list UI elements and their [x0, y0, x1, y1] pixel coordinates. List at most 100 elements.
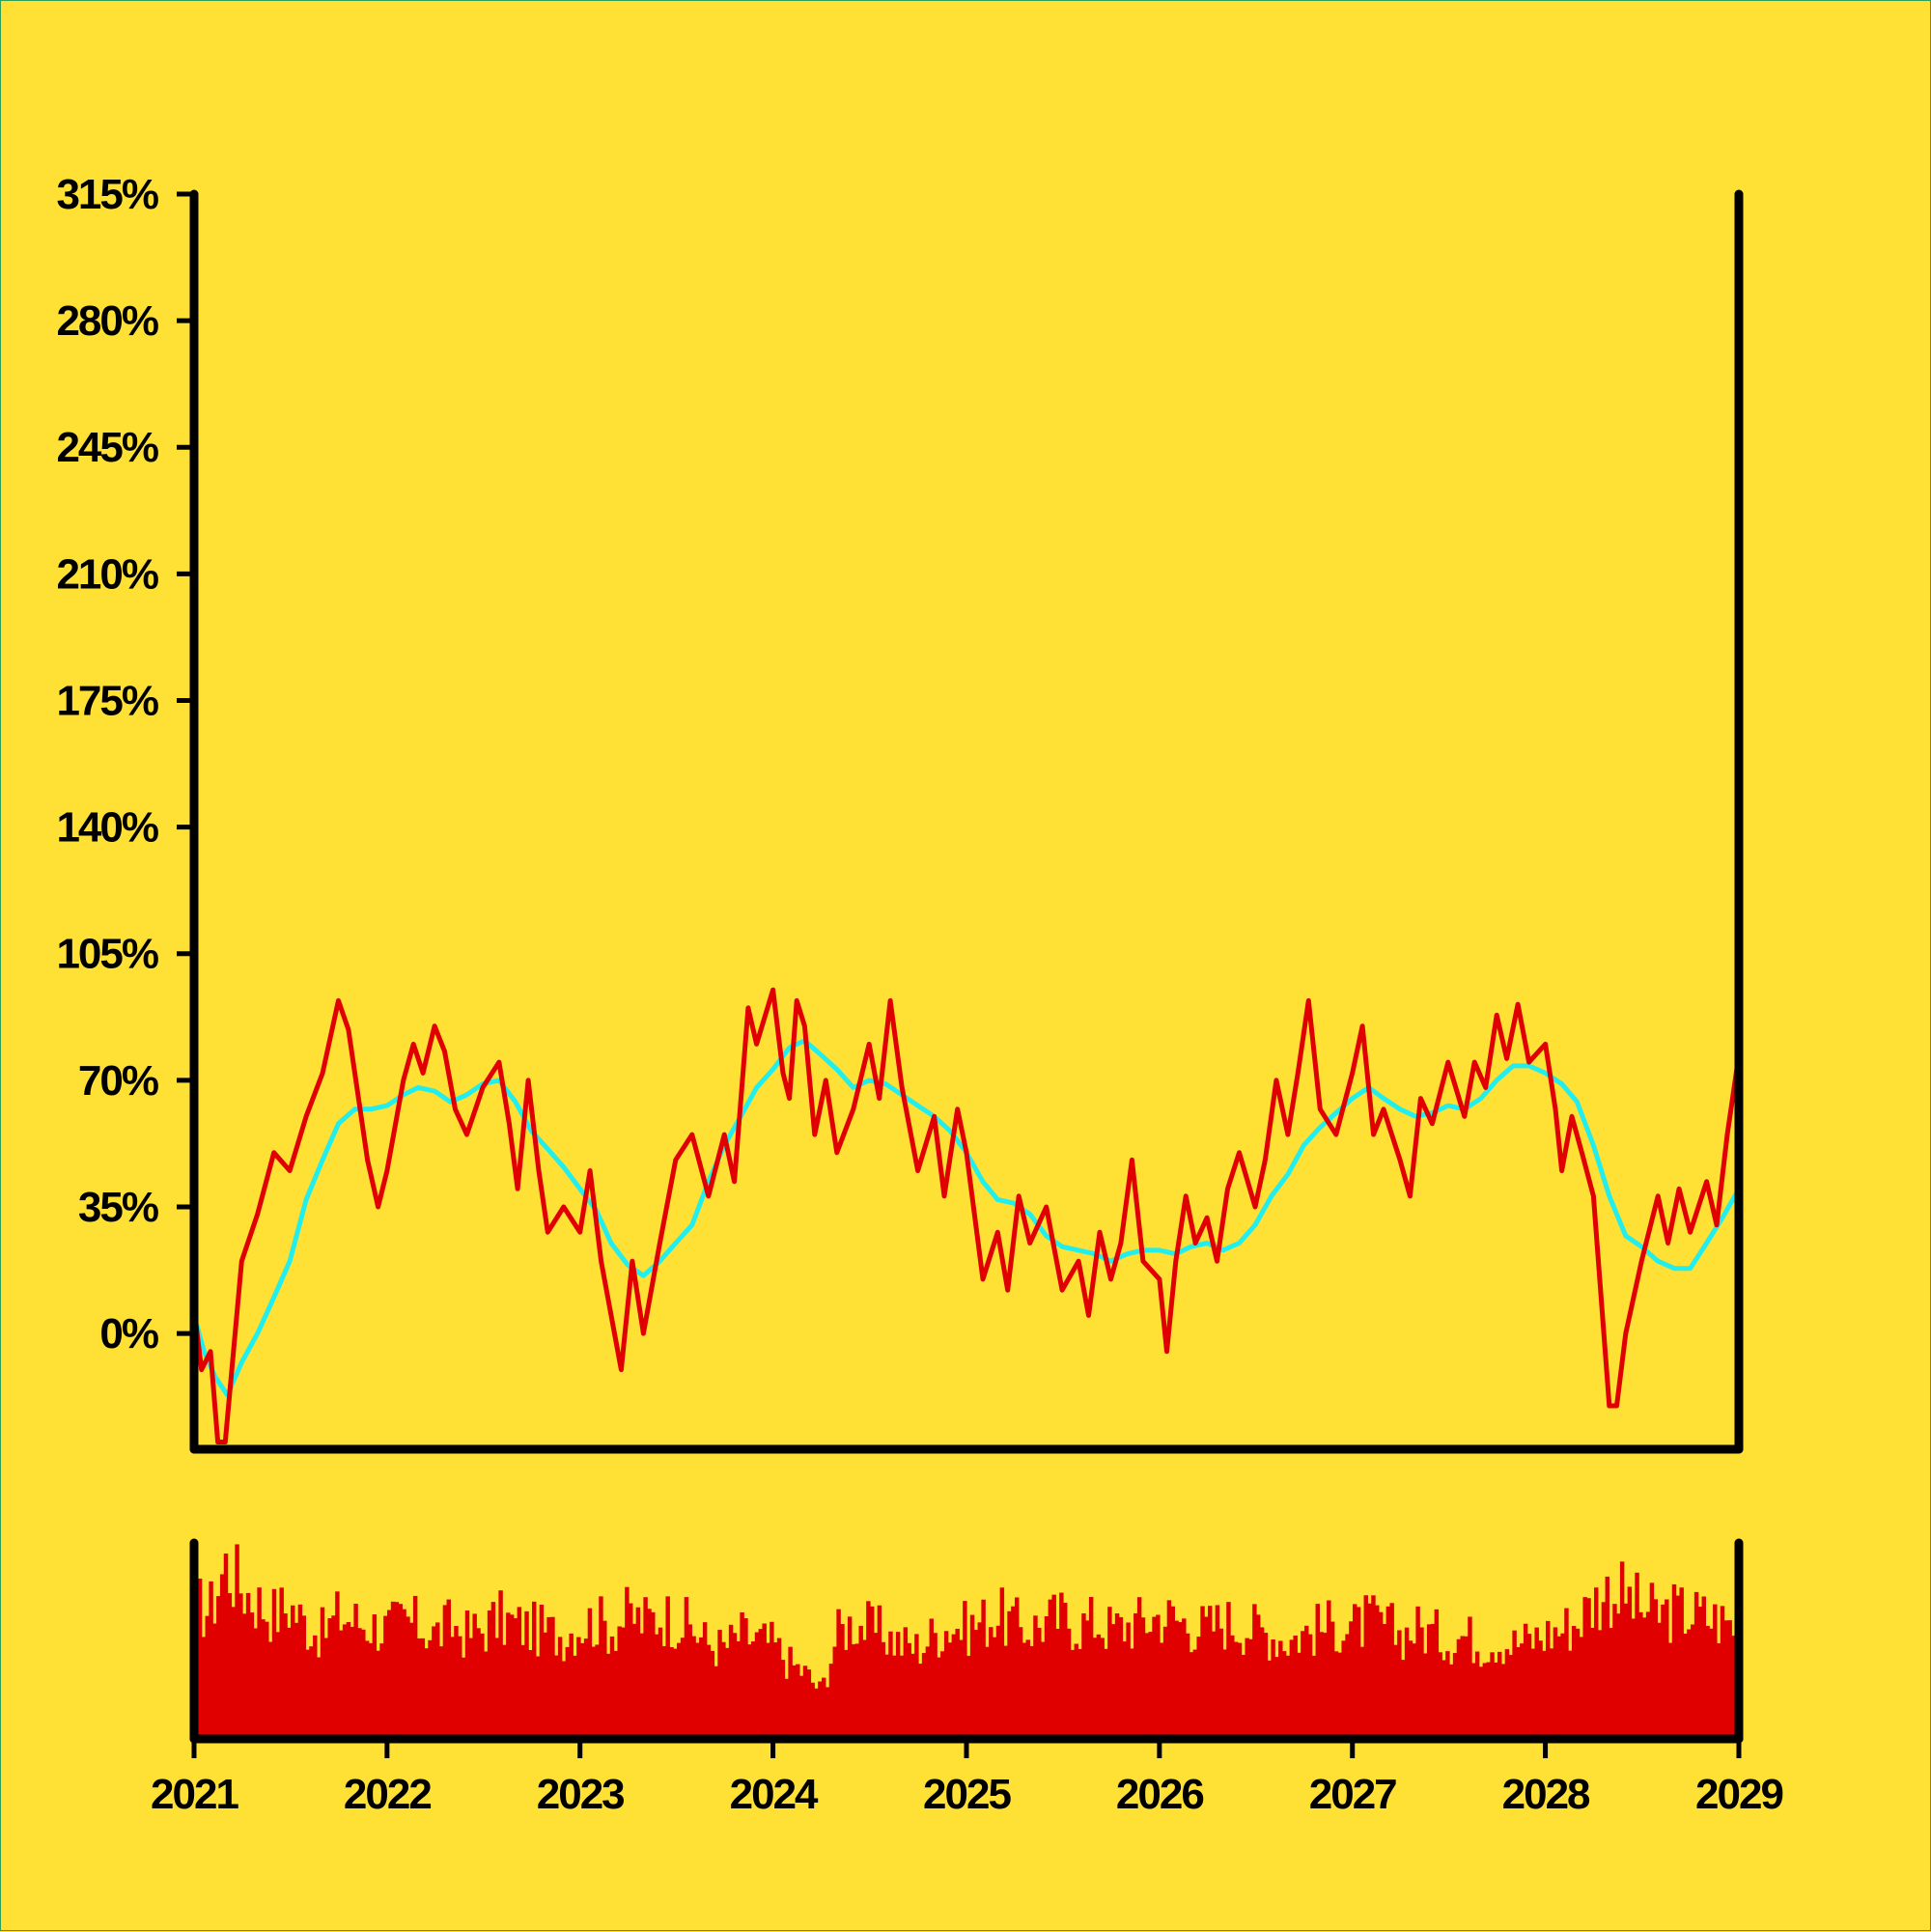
volume-bar	[870, 1606, 875, 1739]
volume-bar	[573, 1655, 577, 1739]
volume-bar	[267, 1641, 273, 1739]
volume-bar	[1063, 1603, 1068, 1739]
volume-bar	[406, 1616, 410, 1739]
volume-bar	[576, 1637, 581, 1739]
volume-bar	[432, 1626, 436, 1739]
volume-bar	[1716, 1643, 1721, 1739]
volume-bar	[766, 1642, 770, 1739]
volume-bar	[498, 1590, 503, 1739]
y-tick-label: 175%	[56, 677, 157, 724]
volume-bar	[1281, 1651, 1287, 1739]
volume-bar	[1520, 1643, 1525, 1739]
volume-bar	[1556, 1636, 1561, 1739]
volume-bar	[654, 1634, 659, 1739]
volume-bar	[1667, 1642, 1673, 1739]
volume-bar	[1504, 1649, 1510, 1739]
volume-bar	[851, 1644, 856, 1739]
volume-bar	[702, 1622, 708, 1739]
volume-bar	[1623, 1603, 1629, 1739]
volume-bar	[1327, 1600, 1331, 1739]
volume-bar	[219, 1574, 225, 1739]
volume-bar	[335, 1591, 340, 1739]
volume-bar	[1389, 1603, 1394, 1739]
volume-bar	[502, 1644, 507, 1739]
volume-bar	[257, 1587, 262, 1739]
volume-bar	[884, 1654, 889, 1739]
volume-bar	[1118, 1616, 1124, 1739]
volume-bar	[814, 1688, 819, 1739]
volume-bar	[1430, 1623, 1436, 1739]
volume-bar	[301, 1615, 306, 1739]
volume-bar	[1701, 1596, 1706, 1739]
volume-bar	[402, 1609, 406, 1739]
volume-bar	[847, 1616, 853, 1739]
volume-bar	[1438, 1652, 1442, 1739]
volume-bar	[966, 1655, 971, 1739]
volume-bar	[977, 1622, 982, 1739]
volume-bar	[665, 1596, 670, 1739]
volume-bar	[1182, 1618, 1187, 1739]
volume-bar	[1337, 1652, 1343, 1739]
volume-bar	[1263, 1633, 1269, 1739]
volume-bar	[539, 1605, 545, 1739]
volume-bar	[639, 1633, 644, 1739]
volume-bar	[420, 1638, 426, 1739]
volume-bar	[1393, 1644, 1398, 1739]
volume-bar	[424, 1648, 429, 1739]
volume-bar	[617, 1626, 622, 1739]
volume-bar	[494, 1638, 499, 1739]
volume-bar	[1256, 1614, 1261, 1739]
volume-bar	[1713, 1604, 1718, 1739]
volume-bar	[1691, 1624, 1695, 1739]
volume-bar	[973, 1630, 979, 1739]
volume-bar	[1081, 1612, 1086, 1739]
volume-bar	[271, 1588, 277, 1739]
volume-bar	[1311, 1655, 1317, 1739]
volume-bar	[788, 1646, 793, 1739]
volume-bar	[1679, 1587, 1684, 1739]
volume-bar	[762, 1623, 767, 1739]
volume-bar	[776, 1638, 782, 1739]
volume-bar	[1564, 1608, 1569, 1739]
volume-bar	[249, 1612, 255, 1739]
volume-bar	[1542, 1650, 1547, 1739]
volume-bar	[506, 1612, 511, 1739]
price-line	[191, 987, 1742, 1444]
volume-bar	[605, 1653, 611, 1739]
volume-bar	[1051, 1594, 1056, 1739]
volume-bar	[1645, 1611, 1651, 1739]
volume-bar	[472, 1613, 477, 1739]
volume-bar	[1363, 1595, 1368, 1739]
volume-bar	[631, 1623, 637, 1739]
volume-bar	[1114, 1613, 1120, 1739]
volume-bar	[1319, 1632, 1324, 1739]
volume-bar	[450, 1637, 455, 1739]
volume-bar	[446, 1599, 451, 1739]
x-tick-label: 2028	[1502, 1771, 1590, 1818]
volume-bar	[725, 1647, 730, 1739]
volume-bar	[921, 1653, 927, 1739]
volume-bar	[1468, 1616, 1472, 1739]
volume-bar	[524, 1610, 529, 1739]
volume-bar	[476, 1628, 481, 1739]
x-axis-ticks: 2021 2022 2023 2024 2025 2026 2027 2028 2029	[151, 1739, 1784, 1818]
volume-bar	[1166, 1600, 1172, 1739]
volume-bar	[383, 1615, 388, 1739]
volume-bar	[1500, 1664, 1506, 1739]
volume-bar	[509, 1614, 515, 1739]
volume-bar	[1148, 1632, 1153, 1739]
volume-bar	[854, 1643, 860, 1739]
volume-bar	[969, 1614, 975, 1739]
volume-bar	[1215, 1605, 1220, 1739]
volume-bar	[780, 1660, 786, 1739]
volume-bar	[1385, 1606, 1391, 1739]
volume-bar	[1693, 1591, 1699, 1739]
volume-bar	[1571, 1626, 1577, 1739]
volume-bar	[1274, 1657, 1279, 1739]
volume-bar	[985, 1646, 990, 1739]
volume-bar	[1356, 1607, 1361, 1739]
volume-bar	[235, 1544, 239, 1739]
volume-bar	[1612, 1604, 1617, 1739]
volume-bar	[1059, 1592, 1064, 1739]
